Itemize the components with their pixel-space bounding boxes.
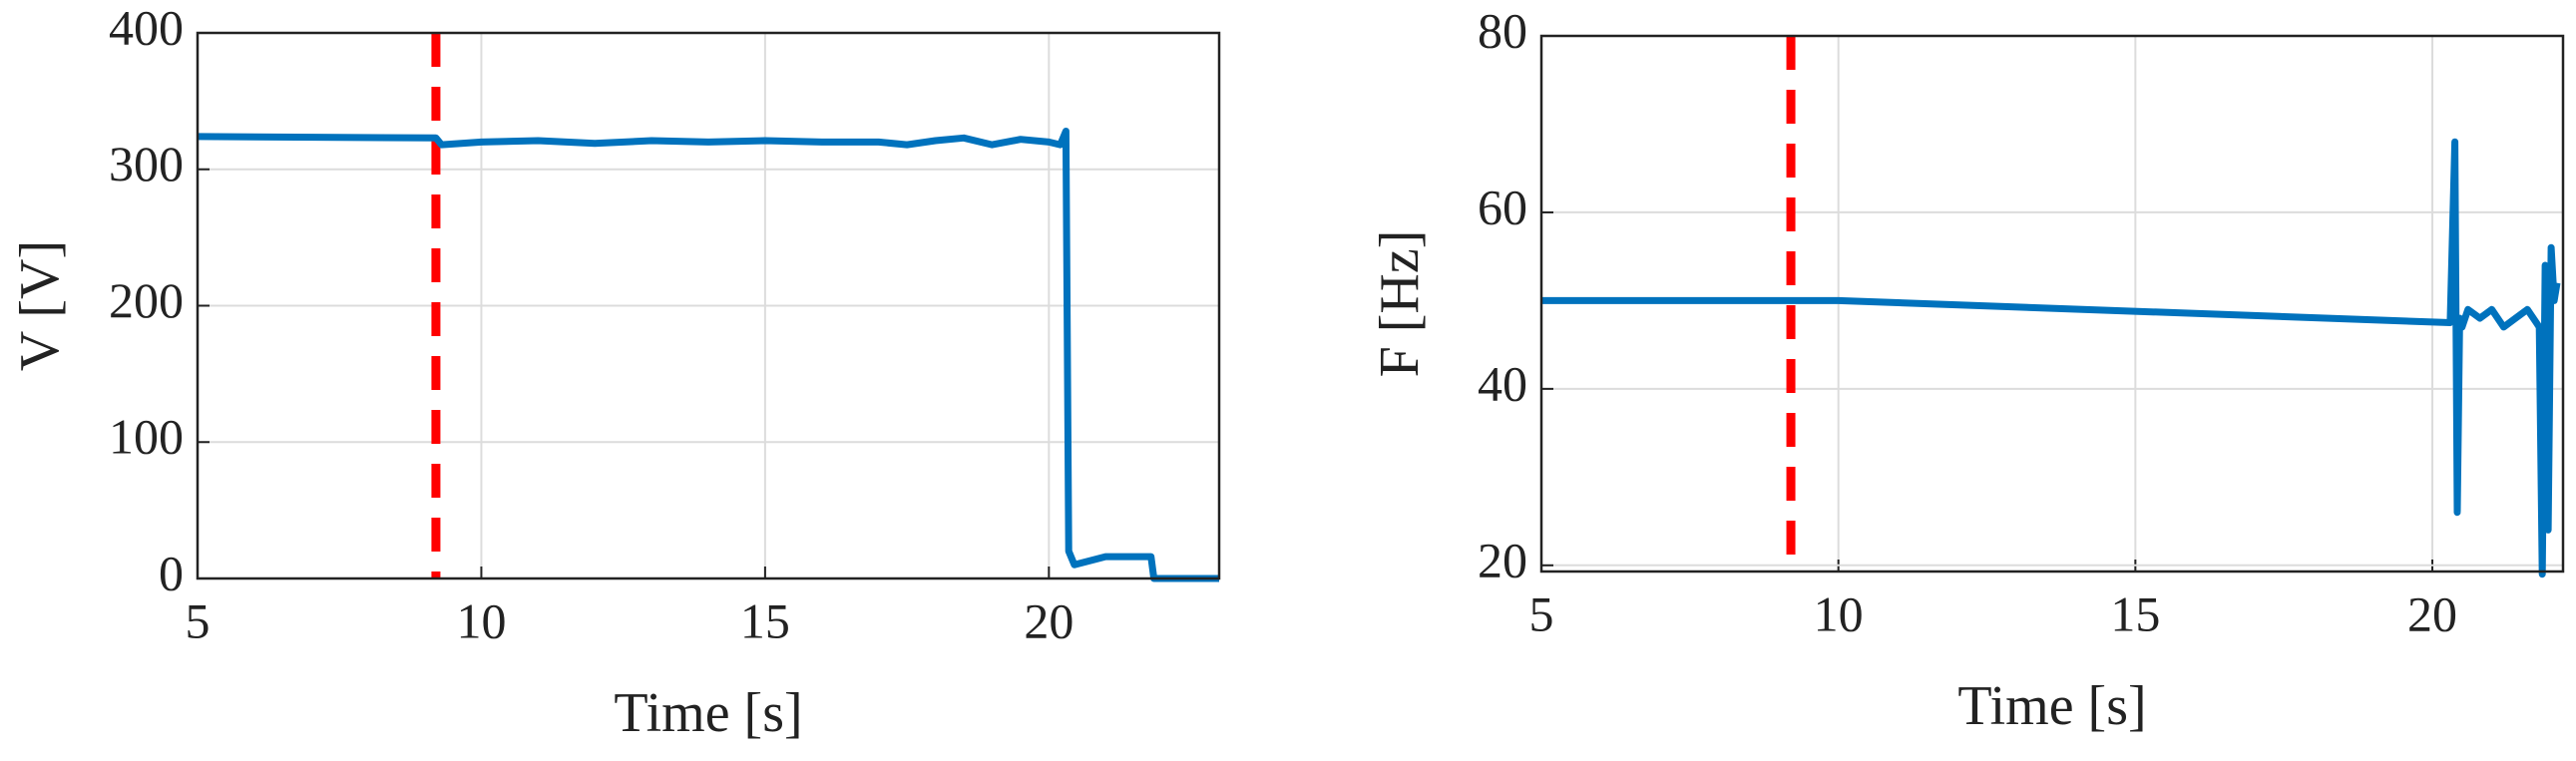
y-tick-label: 20 — [1478, 532, 1527, 587]
x-axis-label: Time [s] — [614, 682, 802, 744]
y-tick-label: 60 — [1478, 179, 1527, 234]
y-tick-label: 80 — [1478, 2, 1527, 58]
axes-frame — [1539, 34, 2565, 573]
x-tick-label: 5 — [1529, 585, 1554, 641]
y-axis-label: F [Hz] — [1369, 230, 1431, 378]
x-tick-label: 15 — [740, 592, 790, 648]
y-axis-label: V [V] — [9, 240, 71, 371]
data-line — [1541, 138, 2561, 578]
y-tick-label: 300 — [109, 136, 184, 191]
x-axis-label: Time [s] — [1957, 675, 2146, 737]
x-tick-label: 20 — [1024, 592, 1073, 648]
x-tick-label: 5 — [186, 592, 211, 648]
x-tick-label: 20 — [2407, 585, 2457, 641]
y-tick-label: 200 — [109, 272, 184, 328]
y-tick-label: 100 — [109, 409, 184, 465]
x-tick-label: 10 — [456, 592, 506, 648]
x-tick-label: 15 — [2110, 585, 2160, 641]
y-tick-label: 0 — [159, 545, 184, 600]
y-tick-label: 40 — [1478, 355, 1527, 411]
axes-frame — [196, 31, 1221, 580]
data-line — [197, 128, 1219, 582]
x-tick-label: 10 — [1814, 585, 1864, 641]
y-tick-label: 400 — [109, 0, 184, 55]
